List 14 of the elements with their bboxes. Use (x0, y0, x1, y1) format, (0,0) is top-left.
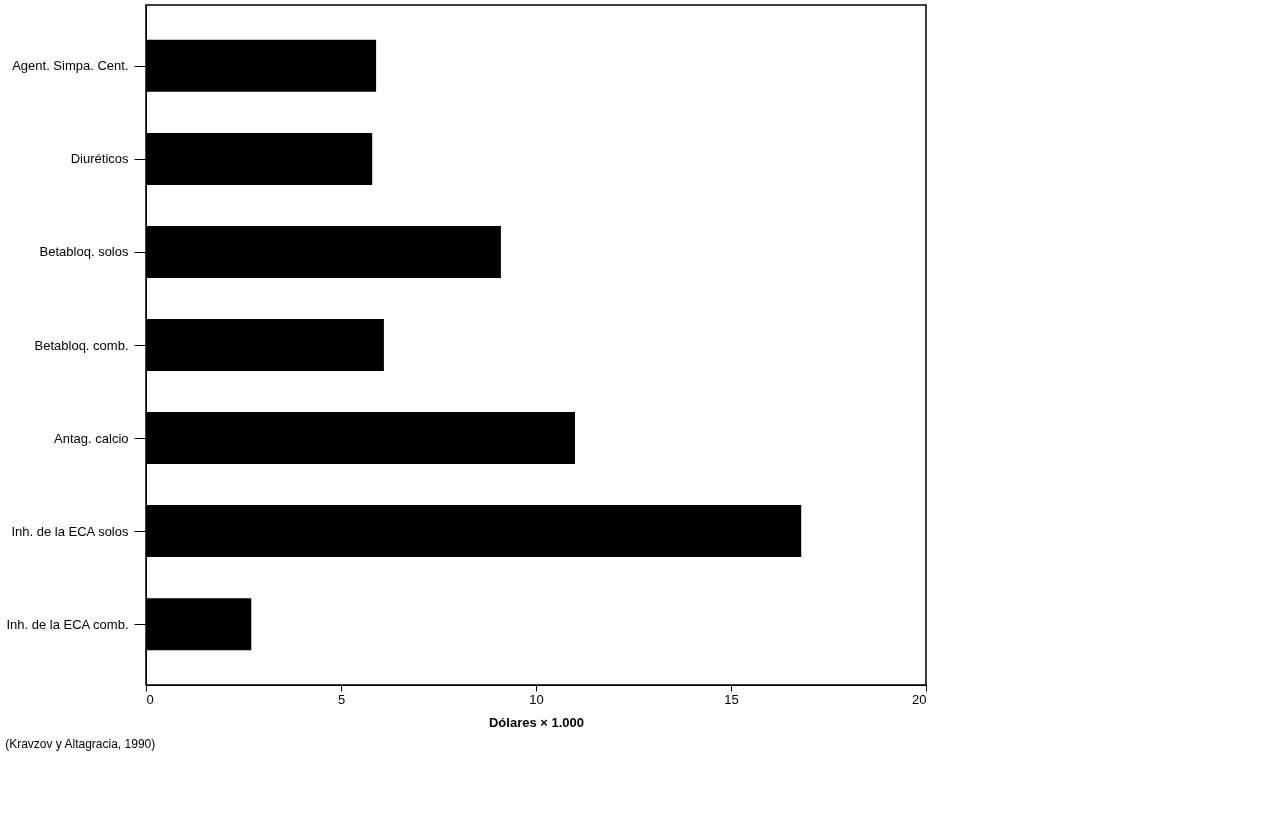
y-tick-label: Betabloq. solos (39, 244, 129, 260)
y-tick-label: Inh. de la ECA solos (11, 523, 129, 539)
text: (Kravzov y Altagracia, 1990) (5, 737, 156, 751)
x-tick-label: 20 (912, 691, 927, 707)
x-tick-label: 0 (146, 691, 154, 707)
y-tick-label: Betabloq. comb. (34, 337, 129, 353)
y-tick-label: Agent. Simpa. Cent. (12, 58, 129, 74)
x-tick-label: 5 (337, 691, 346, 707)
y-tick-label: Antag. calcio (54, 430, 129, 446)
x-tick-label: 15 (724, 691, 739, 707)
x-axis-title: Dólares × 1.000 (488, 714, 585, 730)
y-tick-label: Diuréticos (70, 151, 129, 167)
x-tick-label: 10 (529, 691, 544, 707)
y-tick-label: Inh. de la ECA comb. (6, 616, 129, 632)
